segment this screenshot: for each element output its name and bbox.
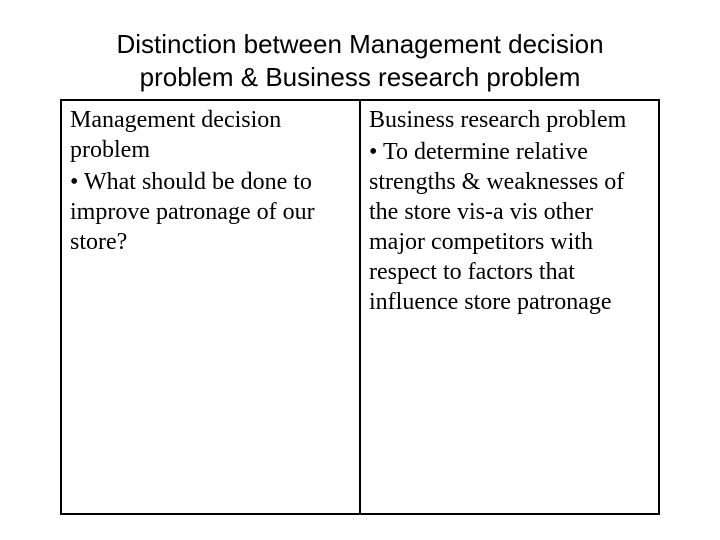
right-bullet: • To determine relative strengths & weak… xyxy=(369,137,650,317)
slide: Distinction between Management decision … xyxy=(0,0,720,540)
comparison-table: Management decision problem • What shoul… xyxy=(60,99,660,515)
title-line-2: problem & Business research problem xyxy=(140,62,581,92)
slide-title: Distinction between Management decision … xyxy=(60,28,660,93)
right-heading: Business research problem xyxy=(369,105,650,135)
table-cell-right: Business research problem • To determine… xyxy=(360,100,659,514)
left-bullet: • What should be done to improve patrona… xyxy=(70,167,351,257)
title-line-1: Distinction between Management decision xyxy=(116,29,603,59)
table-cell-left: Management decision problem • What shoul… xyxy=(61,100,360,514)
table-row: Management decision problem • What shoul… xyxy=(61,100,659,514)
left-heading: Management decision problem xyxy=(70,105,351,165)
